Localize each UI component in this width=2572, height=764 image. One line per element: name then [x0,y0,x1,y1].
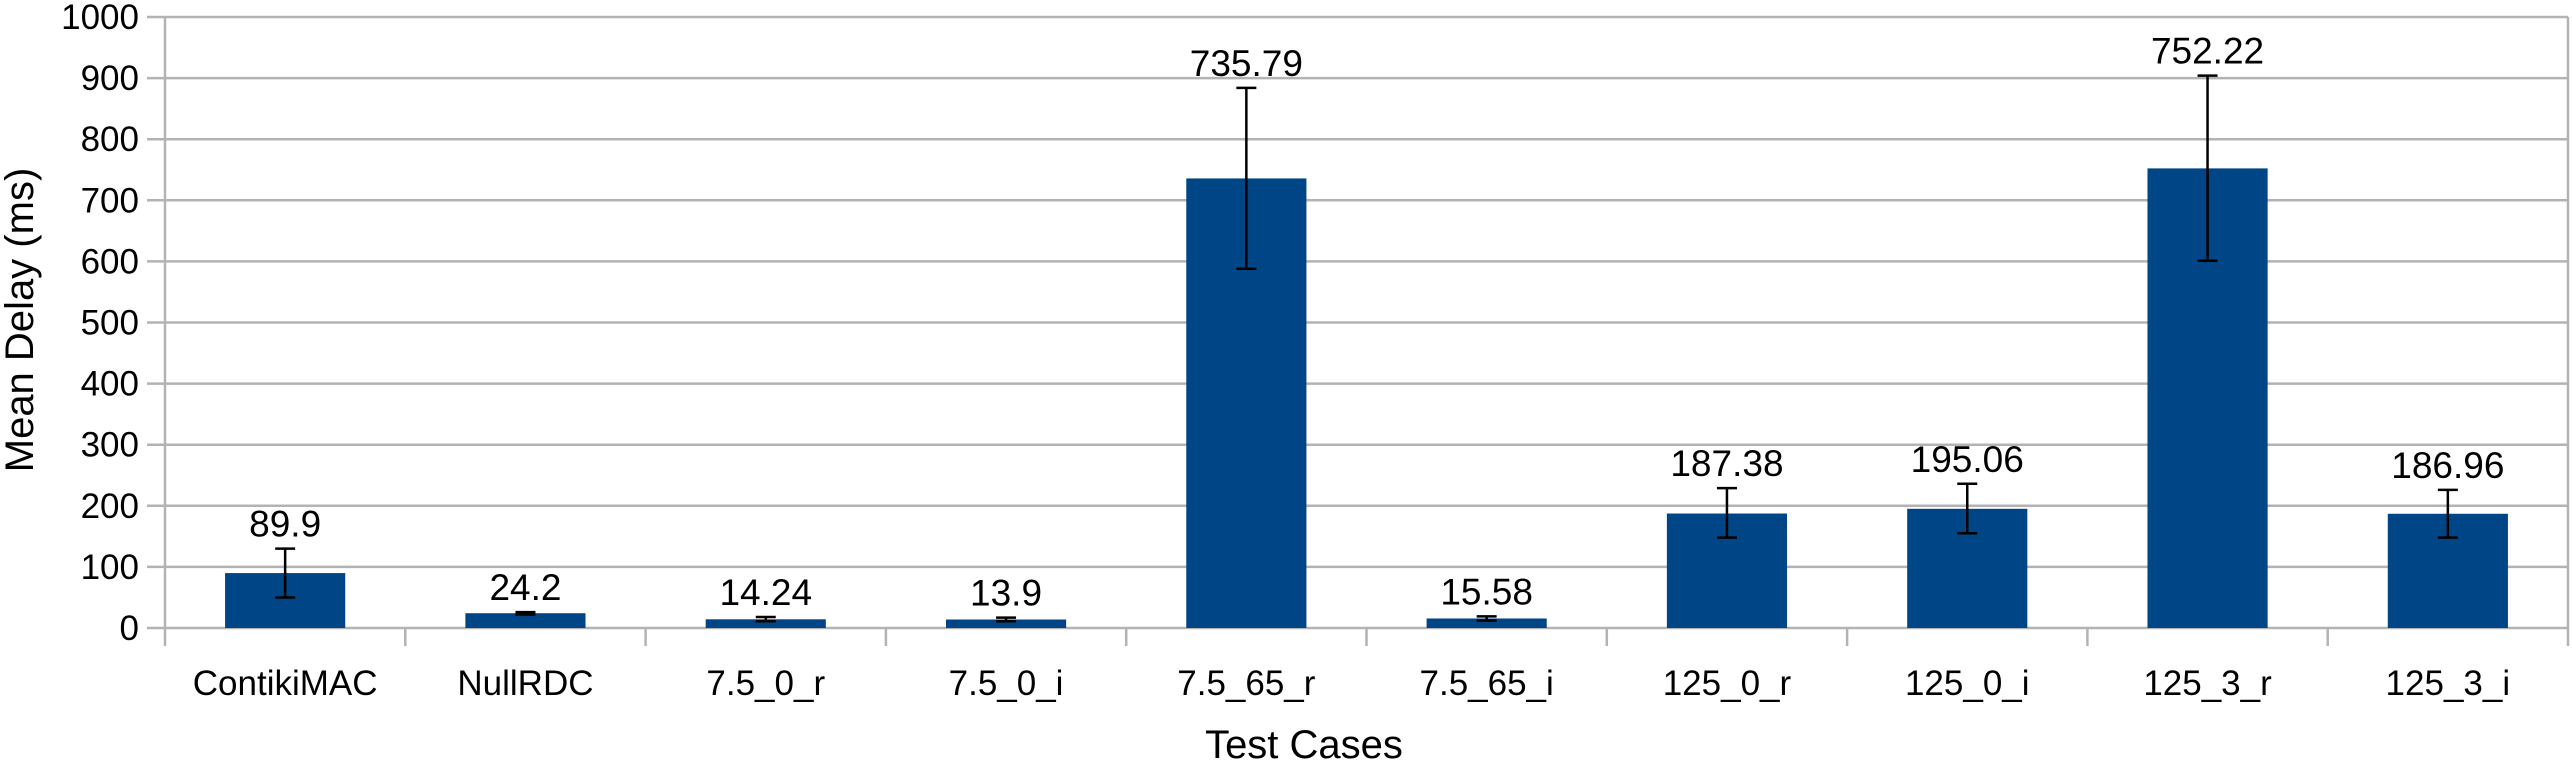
x-tick-label: 7.5_0_r [706,664,825,703]
data-label: 89.9 [249,504,321,545]
data-label: 14.24 [719,572,812,613]
error-bars [275,74,2458,623]
bar [1426,618,1547,628]
y-tick-label: 900 [81,59,139,98]
data-label: 187.38 [1670,443,1783,484]
x-tick-label: NullRDC [457,664,593,703]
data-label: 735.79 [1190,43,1303,84]
bar [465,613,586,628]
x-tick-label: 7.5_0_i [949,664,1064,703]
x-tick-label: 7.5_65_r [1177,664,1316,703]
x-tick-label: 125_0_i [1905,664,2030,703]
x-tick-label: 125_3_r [2143,664,2272,703]
data-label: 24.2 [489,567,561,608]
x-axis-title: Test Cases [1205,723,1403,764]
x-tick-label: 125_0_r [1663,664,1792,703]
y-tick-label: 200 [81,487,139,526]
y-tick-label: 100 [81,548,139,587]
data-label: 15.58 [1440,571,1533,612]
x-tick-label: 7.5_65_i [1420,664,1554,703]
y-axis-ticks: 0 100 200 300 400 500 600 700 800 900 1000 [61,0,139,648]
y-tick-label: 0 [120,609,139,648]
y-axis-title: Mean Delay (ms) [0,168,42,473]
data-label: 195.06 [1911,439,2024,480]
data-label: 752.22 [2151,31,2264,72]
x-tick-label: ContikiMAC [193,664,378,703]
bar [945,619,1067,628]
x-axis-ticks: ContikiMAC NullRDC 7.5_0_r 7.5_0_i 7.5_65_r 7… [193,664,2510,703]
bar [705,619,826,628]
y-tick-label: 600 [81,242,139,281]
y-tick-label: 1000 [61,0,139,37]
bars [225,168,2508,628]
x-tick-label: 125_3_i [2386,664,2511,703]
y-tick-label: 300 [81,426,139,465]
data-label: 186.96 [2391,445,2504,486]
data-label: 13.9 [970,573,1042,614]
y-tick-label: 700 [81,181,139,220]
y-tick-label: 800 [81,120,139,159]
data-labels: 89.9 24.2 14.24 13.9 735.79 15.58 187.38 195.06… [249,31,2504,614]
y-tick-label: 500 [81,304,139,343]
y-tick-label: 400 [81,365,139,404]
